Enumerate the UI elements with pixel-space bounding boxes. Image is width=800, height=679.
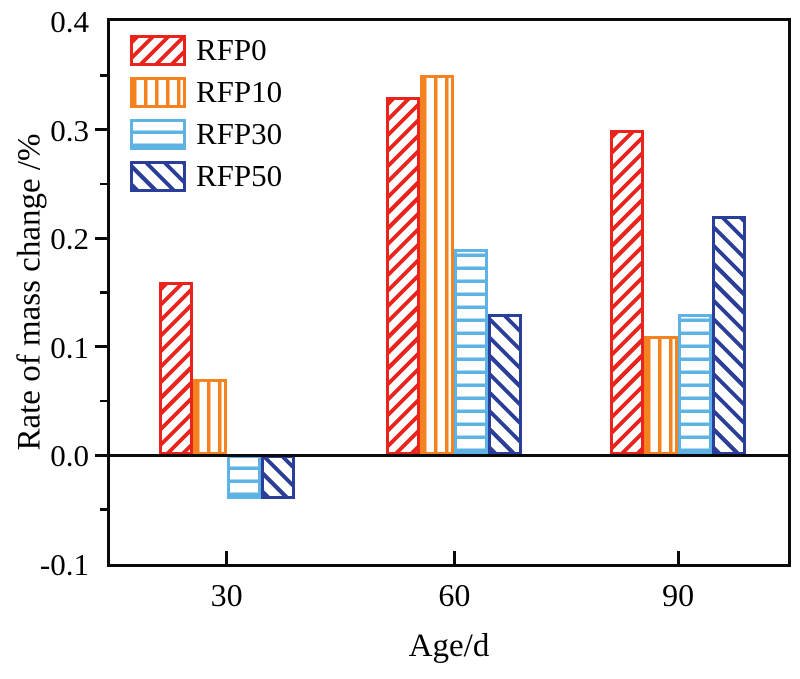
x-tick-90: [676, 551, 680, 564]
y-tick-label-0.4: 0.4: [50, 4, 89, 39]
y-major-tick-0.0: [95, 453, 107, 457]
x-tick-label-60: 60: [438, 577, 471, 613]
legend-label-RFP30: RFP30: [196, 116, 283, 151]
zero-baseline: [110, 453, 788, 457]
legend-item-RFP30: RFP30: [130, 116, 282, 152]
x-tick-60: [452, 551, 456, 564]
y-tick-label-0.1: 0.1: [50, 329, 89, 365]
y-tick-label-0.0: 0.0: [50, 438, 89, 474]
bar-RFP30-age60: [454, 249, 489, 456]
bar-RFP30-age90: [678, 314, 713, 456]
legend-swatch-RFP10: [130, 76, 186, 108]
y-minor-tick: [100, 182, 107, 186]
legend-swatch-RFP30: [130, 118, 186, 150]
bar-RFP0-age90: [610, 129, 645, 456]
bar-RFP0-age60: [386, 97, 421, 456]
bar-RFP0-age30: [158, 281, 193, 456]
bar-RFP10-age30: [192, 379, 227, 456]
y-major-tick-0.2: [95, 236, 107, 240]
y-tick-label--0.1: -0.1: [39, 547, 89, 582]
y-tick-label-0.2: 0.2: [50, 221, 89, 257]
legend-swatch-RFP0: [130, 34, 186, 66]
x-tick-label-30: 30: [210, 577, 243, 613]
y-minor-tick: [100, 291, 107, 294]
legend-swatch-RFP50: [130, 160, 186, 192]
y-minor-tick: [100, 74, 107, 77]
y-axis-title: Rate of mass change /%: [11, 133, 48, 451]
legend-label-RFP50: RFP50: [196, 158, 283, 193]
y-minor-tick: [100, 399, 107, 403]
y-tick-label-0.3: 0.3: [50, 112, 89, 148]
bar-RFP50-age30: [260, 455, 295, 499]
legend-item-RFP50: RFP50: [130, 158, 282, 194]
bar-RFP50-age60: [488, 314, 523, 456]
bar-RFP50-age90: [712, 216, 747, 456]
plot-area: RFP0 RFP10 RFP30 RFP50: [107, 18, 791, 567]
legend-label-RFP0: RFP0: [196, 32, 267, 67]
bar-RFP10-age60: [420, 75, 455, 456]
y-minor-tick: [100, 508, 107, 511]
x-tick-label-90: 90: [662, 577, 695, 613]
legend-item-RFP0: RFP0: [130, 32, 282, 68]
y-major-tick-0.1: [95, 345, 107, 349]
bar-RFP10-age90: [644, 335, 679, 456]
x-tick-30: [225, 551, 229, 564]
x-axis-title: Age/d: [408, 628, 490, 664]
legend-label-RFP10: RFP10: [196, 74, 283, 109]
chart-legend: RFP0 RFP10 RFP30 RFP50: [130, 32, 282, 194]
y-major-tick-0.3: [95, 128, 107, 132]
legend-item-RFP10: RFP10: [130, 74, 282, 110]
bar-RFP30-age30: [226, 455, 261, 499]
